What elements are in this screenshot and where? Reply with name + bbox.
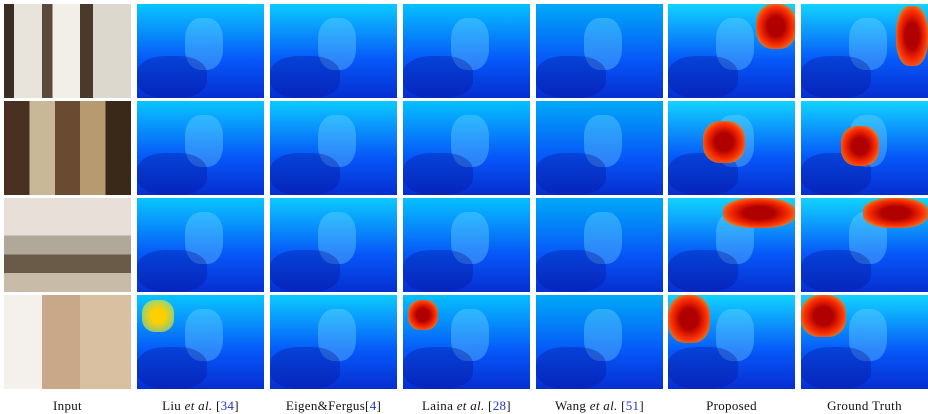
column-label: Wang et al. [51] <box>533 398 666 414</box>
column-label: Eigen&Fergus[4] <box>267 398 400 414</box>
depth-map <box>536 198 663 292</box>
label-part: ] <box>377 398 382 413</box>
depth-region <box>270 347 340 389</box>
label-part: ] <box>639 398 644 413</box>
depth-region <box>536 250 606 292</box>
depth-map <box>668 295 795 389</box>
label-part: Eigen&Fergus[ <box>286 398 370 413</box>
label-part: Wang <box>555 398 590 413</box>
depth-region <box>801 250 871 292</box>
label-part: et al. <box>590 398 618 413</box>
label-part: [ <box>212 398 220 413</box>
depth-map <box>801 198 928 292</box>
column-label: Input <box>1 398 134 414</box>
depth-map <box>137 198 264 292</box>
depth-map <box>668 101 795 195</box>
input-image <box>4 198 131 292</box>
depth-region <box>801 347 871 389</box>
label-part: 4 <box>370 398 377 413</box>
depth-map <box>270 4 397 98</box>
label-part: Ground Truth <box>827 398 902 413</box>
label-part: Liu <box>162 398 185 413</box>
depth-region <box>137 347 207 389</box>
depth-hotspot <box>841 126 879 166</box>
depth-map <box>270 101 397 195</box>
depth-map <box>270 295 397 389</box>
depth-region <box>801 56 871 98</box>
depth-region <box>137 153 207 195</box>
depth-map <box>668 4 795 98</box>
depth-map <box>536 4 663 98</box>
depth-region <box>403 153 473 195</box>
label-part: et al. <box>457 398 485 413</box>
depth-map <box>801 101 928 195</box>
depth-region <box>403 347 473 389</box>
depth-region <box>270 250 340 292</box>
column-label: Laina et al. [28] <box>400 398 533 414</box>
depth-map <box>403 295 530 389</box>
depth-region <box>668 347 738 389</box>
column-label: Proposed <box>665 398 798 414</box>
depth-map <box>536 101 663 195</box>
input-image <box>4 101 131 195</box>
depth-region <box>536 153 606 195</box>
depth-hotspot <box>863 198 928 228</box>
depth-map <box>801 4 928 98</box>
depth-map <box>536 295 663 389</box>
depth-hotspot <box>408 300 438 330</box>
depth-region <box>403 250 473 292</box>
label-part: [ <box>618 398 626 413</box>
depth-region <box>270 153 340 195</box>
depth-region <box>536 56 606 98</box>
depth-map <box>137 295 264 389</box>
depth-hotspot <box>723 198 795 228</box>
depth-region <box>270 56 340 98</box>
depth-map <box>403 198 530 292</box>
depth-map <box>403 101 530 195</box>
depth-hotspot <box>142 300 174 332</box>
label-part: ] <box>234 398 239 413</box>
depth-hotspot <box>896 6 928 66</box>
depth-map <box>137 4 264 98</box>
depth-map <box>403 4 530 98</box>
depth-region <box>536 347 606 389</box>
depth-map <box>801 295 928 389</box>
label-part: [ <box>485 398 493 413</box>
column-label: Liu et al. [34] <box>134 398 267 414</box>
depth-hotspot <box>756 4 795 49</box>
depth-region <box>137 56 207 98</box>
label-part: Proposed <box>706 398 757 413</box>
depth-region <box>403 56 473 98</box>
depth-region <box>668 56 738 98</box>
label-part: 51 <box>626 398 640 413</box>
input-image <box>4 4 131 98</box>
depth-region <box>137 250 207 292</box>
label-part: Input <box>53 398 82 413</box>
label-part: 34 <box>221 398 235 413</box>
label-part: ] <box>506 398 511 413</box>
label-part: 28 <box>493 398 507 413</box>
depth-map <box>668 198 795 292</box>
depth-hotspot <box>668 295 710 343</box>
depth-map <box>270 198 397 292</box>
depth-hotspot <box>703 121 745 163</box>
depth-hotspot <box>801 295 846 337</box>
depth-map <box>137 101 264 195</box>
column-label: Ground Truth <box>798 398 928 414</box>
figure: InputLiu et al. [34]Eigen&Fergus[4]Laina… <box>0 0 928 414</box>
label-part: Laina <box>422 398 457 413</box>
label-part: et al. <box>185 398 213 413</box>
input-image <box>4 295 131 389</box>
depth-region <box>668 250 738 292</box>
